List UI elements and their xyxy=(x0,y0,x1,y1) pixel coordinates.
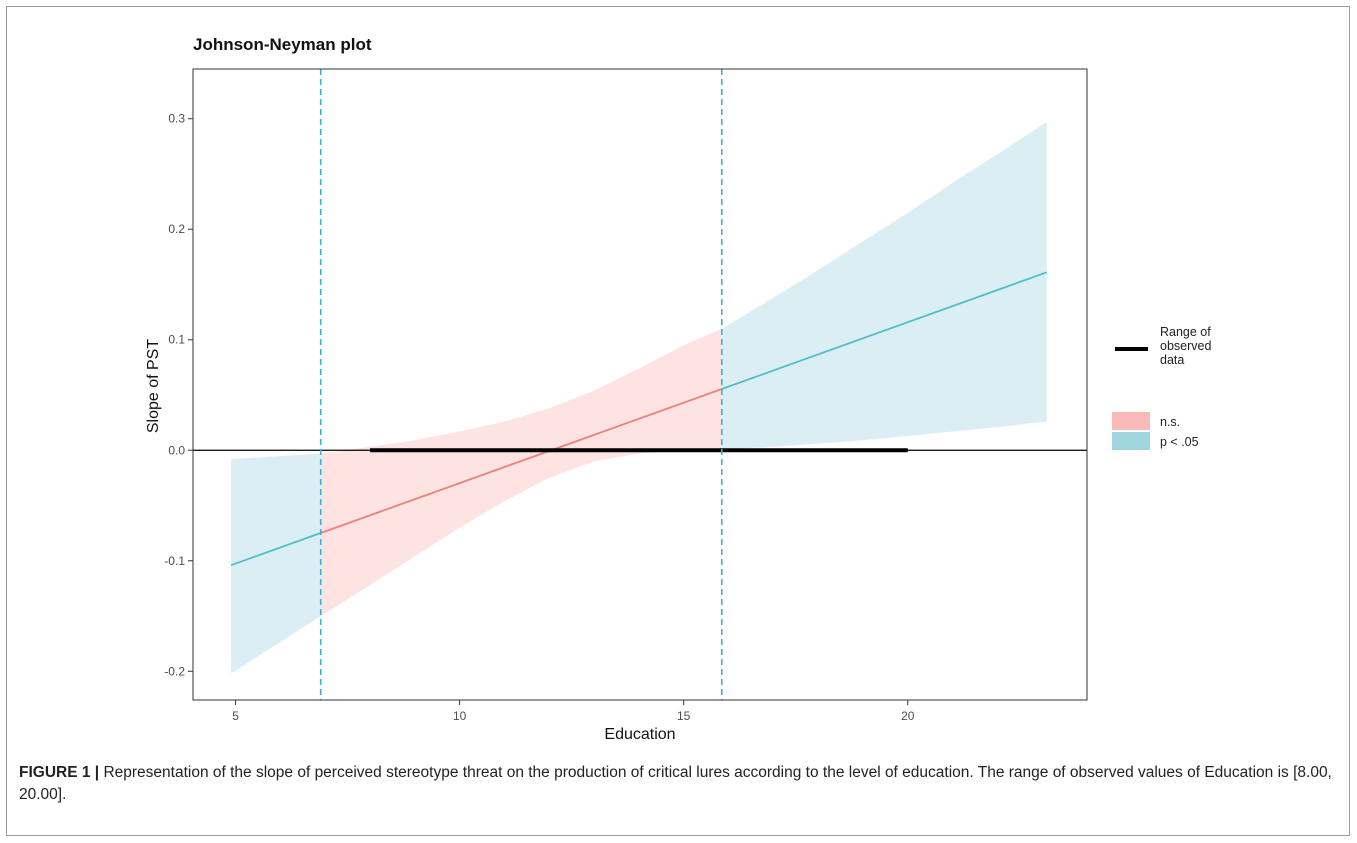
y-tick-label: -0.1 xyxy=(164,554,185,568)
figure-caption: FIGURE 1 | Representation of the slope o… xyxy=(19,762,1339,806)
y-tick-label: 0.0 xyxy=(168,443,185,457)
legend-swatch xyxy=(1112,432,1150,450)
caption-label: FIGURE 1 | xyxy=(19,764,100,781)
slope-line-not-significant xyxy=(320,388,723,534)
x-tick-label: 5 xyxy=(232,709,239,723)
caption-text: Representation of the slope of perceived… xyxy=(19,764,1332,803)
legend-range-label: Range of xyxy=(1160,325,1211,339)
y-tick-label: -0.2 xyxy=(164,664,185,678)
legend-range-label: data xyxy=(1160,353,1184,367)
x-tick-label: 20 xyxy=(901,709,915,723)
y-axis-title: Slope of PST xyxy=(145,339,162,434)
x-tick-label: 10 xyxy=(453,709,467,723)
figure-frame xyxy=(6,6,1350,836)
ci-band-significant-right xyxy=(721,122,1047,450)
y-tick-label: 0.3 xyxy=(168,112,185,126)
johnson-neyman-chart: Johnson-Neyman plot 5 10 15 20 -0.2 -0.1 0.0 0.… xyxy=(145,35,1211,743)
legend-entry-label: n.s. xyxy=(1160,415,1180,429)
ci-band-significant-left xyxy=(231,453,321,674)
y-tick-label: 0.2 xyxy=(168,222,185,236)
slope-line-significant-left xyxy=(230,532,322,567)
x-tick-label: 15 xyxy=(677,709,691,723)
legend-entry-label: p < .05 xyxy=(1160,435,1199,449)
chart-title: Johnson-Neyman plot xyxy=(193,35,372,54)
plot-panel-border xyxy=(192,68,1088,701)
ci-band-not-significant xyxy=(320,328,722,616)
y-tick-label: 0.1 xyxy=(168,333,185,347)
slope-line-significant-right xyxy=(721,271,1047,390)
x-axis-title: Education xyxy=(604,726,675,743)
legend-swatch xyxy=(1112,412,1150,430)
legend-range-label: observed xyxy=(1160,339,1211,353)
